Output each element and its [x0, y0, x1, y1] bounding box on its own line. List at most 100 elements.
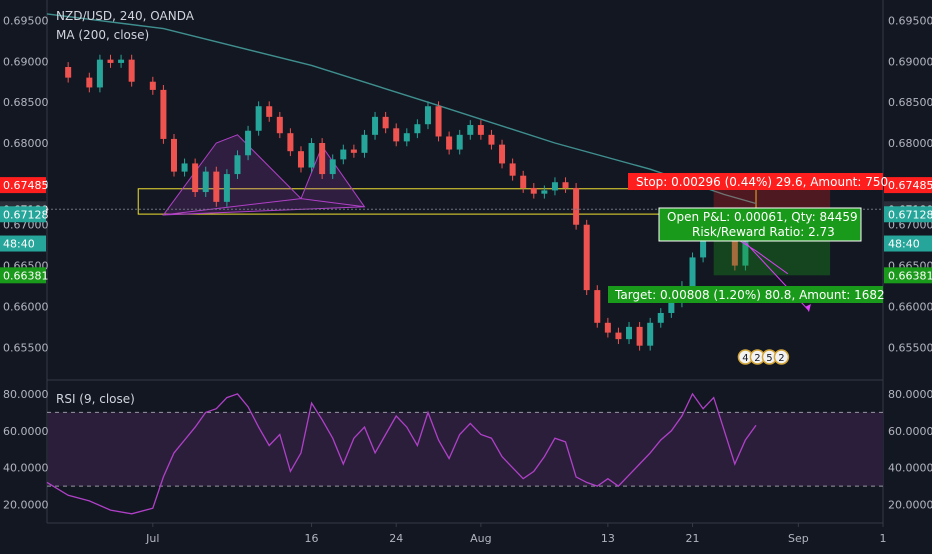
y-tick-right-0.66000: 0.66000: [888, 300, 932, 313]
candle-body: [467, 125, 474, 135]
candle-body: [234, 155, 241, 175]
x-tick-Jul: Jul: [145, 532, 159, 545]
symbol-title: NZD/USD, 240, OANDA: [56, 9, 194, 23]
price-tag-left-text-2: 0.67128: [3, 208, 49, 221]
candle-body: [118, 59, 125, 63]
candle-body: [657, 312, 664, 323]
neckline-zone: [137, 188, 757, 215]
candle-body: [382, 116, 389, 129]
neckline-right: [300, 198, 365, 208]
y-tick-right-0.68000: 0.68000: [888, 137, 932, 150]
price-tag-right-3: [884, 235, 932, 252]
candle-body: [551, 182, 558, 191]
candle-body: [393, 128, 400, 142]
candle-body: [308, 143, 315, 168]
candle-body: [604, 322, 611, 333]
x-tick-24: 24: [389, 532, 403, 545]
candle-body: [329, 159, 336, 175]
y-tick-left-0.69000: 0.69000: [3, 55, 49, 68]
rsi-tick-left-20.0000: 20.0000: [3, 499, 49, 512]
x-tick-13: 13: [601, 532, 615, 545]
candle-body: [689, 257, 696, 287]
candle-body: [276, 116, 283, 134]
rsi-tick-right-80.0000: 80.0000: [888, 388, 932, 401]
rsi-line: [46, 392, 757, 515]
x-tick-16: 16: [305, 532, 319, 545]
candle-body: [255, 106, 262, 131]
grid-layer: [46, 0, 884, 524]
y-tick-left-0.68500: 0.68500: [3, 96, 49, 109]
x-tick-1: 1: [880, 532, 887, 545]
candle-body: [192, 163, 199, 193]
y-tick-right-0.68500: 0.68500: [888, 96, 932, 109]
candle-body: [499, 144, 506, 164]
rsi-tick-right-60.0000: 60.0000: [888, 425, 932, 438]
event-badge: [773, 349, 790, 365]
symbol-legend[interactable]: NZD/USD, 240, OANDA: [56, 9, 194, 23]
x-tick-Sep: Sep: [788, 532, 809, 545]
rsi-tick-right-20.0000: 20.0000: [888, 499, 932, 512]
target-label-box: [608, 286, 883, 303]
neckline-left: [163, 198, 302, 216]
candle-body: [361, 134, 368, 153]
candle-body: [530, 187, 537, 194]
candle-body: [372, 116, 379, 135]
price-tags-layer: 0.674850.674850.671890.671890.671280.671…: [0, 177, 932, 284]
rsi-tick-right-40.0000: 40.0000: [888, 462, 932, 475]
candle-body: [615, 332, 622, 340]
candle-body: [96, 59, 103, 88]
candle-body: [170, 138, 177, 172]
candle-body: [488, 134, 495, 145]
candle-body: [319, 143, 326, 175]
price-tag-right-text-2: 0.67128: [888, 208, 932, 221]
candle-body: [297, 151, 304, 168]
candle-body: [266, 106, 273, 117]
price-tag-right-4: [884, 267, 932, 284]
candle-body: [86, 77, 93, 88]
candle-body: [668, 302, 675, 313]
projection-arrowhead: [805, 304, 811, 313]
x-tick-21: 21: [686, 532, 700, 545]
candle-body: [446, 136, 453, 150]
price-tag-left-text-3: 48:40: [3, 238, 35, 251]
candle-body: [149, 81, 156, 90]
price-tag-left-text-0: 0.67485: [3, 179, 49, 192]
candle-body: [636, 326, 643, 346]
candle-body: [202, 171, 209, 193]
price-tag-right-0: [884, 177, 932, 194]
ma-indicator-label: MA (200, close): [56, 28, 150, 42]
pnl-label: Open P&L: 0.00061, Qty: 84459: [667, 210, 858, 224]
rsi-legend[interactable]: RSI (9, close): [56, 392, 135, 406]
ma-legend[interactable]: MA (200, close): [56, 28, 149, 42]
candle-body: [562, 182, 569, 188]
candle-body: [626, 326, 633, 340]
candle-body: [731, 232, 738, 266]
candle-body: [223, 174, 230, 202]
price-tag-left-4: [0, 267, 46, 284]
y-tick-right-0.65500: 0.65500: [888, 341, 932, 354]
candle-body: [287, 133, 294, 152]
candle-body: [340, 149, 347, 160]
event-badge-label: 5: [766, 353, 772, 364]
candle-body: [350, 149, 357, 153]
candle-body: [213, 171, 220, 202]
y-tick-left-0.69500: 0.69500: [3, 14, 49, 27]
candle-body: [477, 125, 484, 135]
price-tag-right-text-4: 0.66381: [888, 269, 932, 282]
position-labels-layer: Stop: 0.00296 (0.44%) 29.6, Amount: 750 O…: [608, 173, 888, 303]
ma-line: [46, 13, 757, 205]
candle-body: [541, 190, 548, 194]
event-badge-label: 4: [742, 353, 748, 364]
candle-body: [594, 290, 601, 323]
price-tag-right-2: [884, 206, 932, 223]
rsi-tick-left-40.0000: 40.0000: [3, 462, 49, 475]
candle-body: [583, 224, 590, 291]
price-tag-left-text-4: 0.66381: [3, 269, 49, 282]
candle-body: [414, 124, 421, 134]
rsi-tick-left-60.0000: 60.0000: [3, 425, 49, 438]
price-tag-left-3: [0, 235, 46, 252]
candle-body: [181, 163, 188, 172]
